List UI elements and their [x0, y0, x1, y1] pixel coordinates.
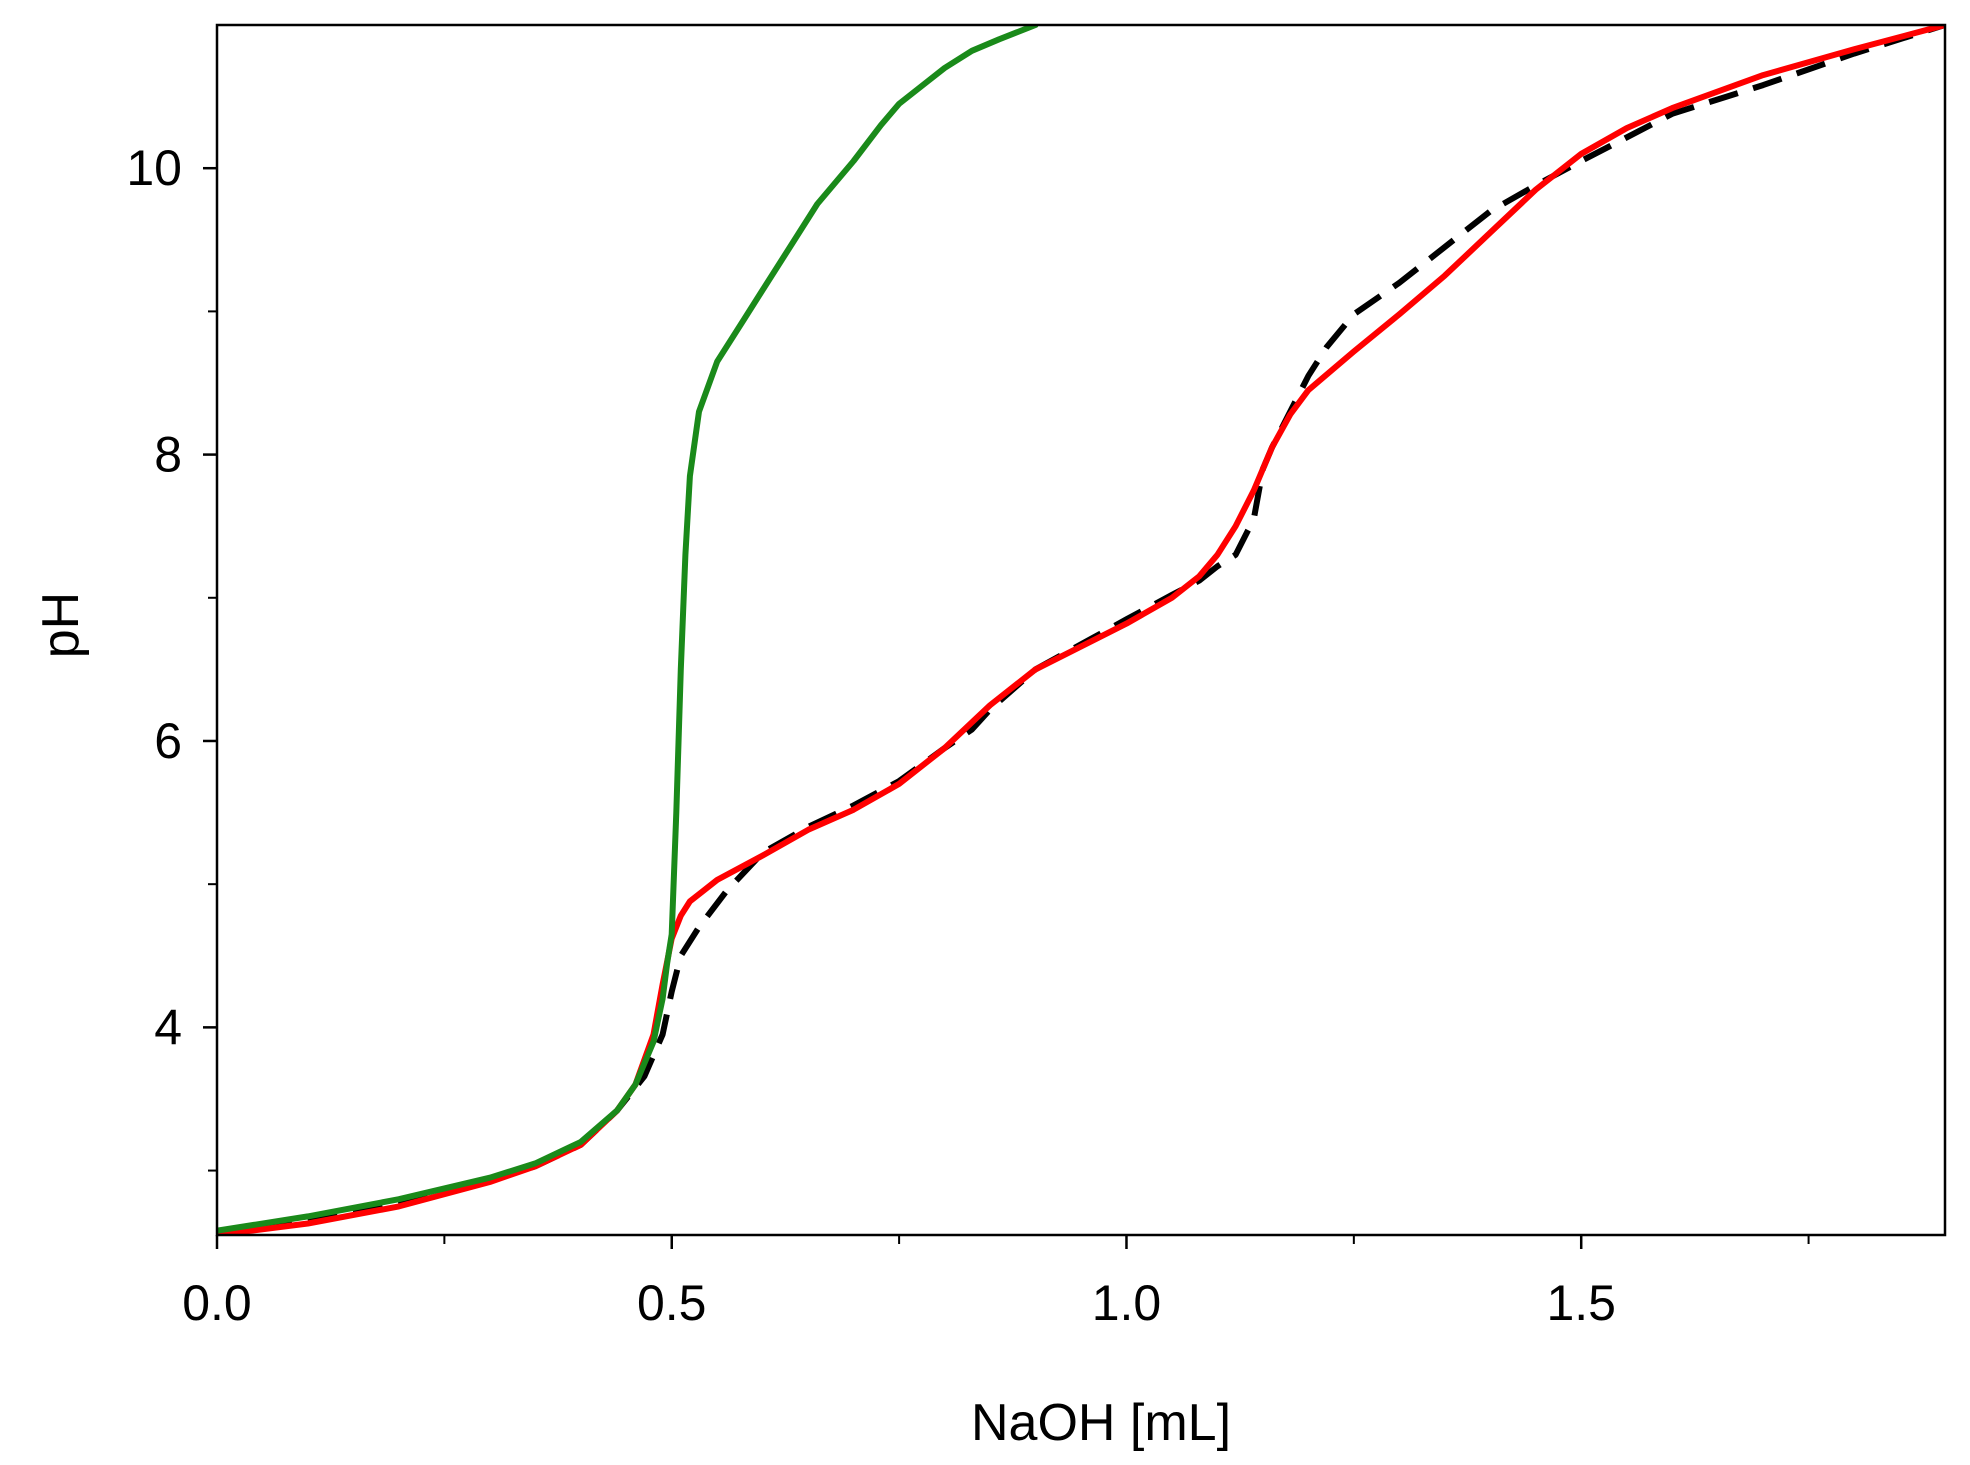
plot-area-frame [215, 23, 1947, 1237]
y-tick-label: 8 [154, 427, 182, 483]
x-axis-title: NaOH [mL] [971, 1394, 1231, 1452]
x-tick-label: 1.0 [1092, 1275, 1162, 1331]
y-tick-label: 4 [154, 999, 182, 1055]
series-line-0 [217, 25, 1945, 1235]
x-tick-label: 1.5 [1546, 1275, 1616, 1331]
x-tick-label: 0.5 [637, 1275, 707, 1331]
series-line-2 [217, 25, 1039, 1234]
y-axis-title: pH [32, 592, 90, 658]
x-tick-label: 0.0 [182, 1275, 252, 1331]
y-tick-label: 6 [154, 713, 182, 769]
axis-ticks: 0.0 0.5 1.0 1.5 4 6 8 10 [126, 140, 1810, 1331]
y-tick-label: 10 [126, 140, 182, 196]
series-layer [217, 25, 1945, 1235]
series-line-1 [217, 25, 1945, 1235]
